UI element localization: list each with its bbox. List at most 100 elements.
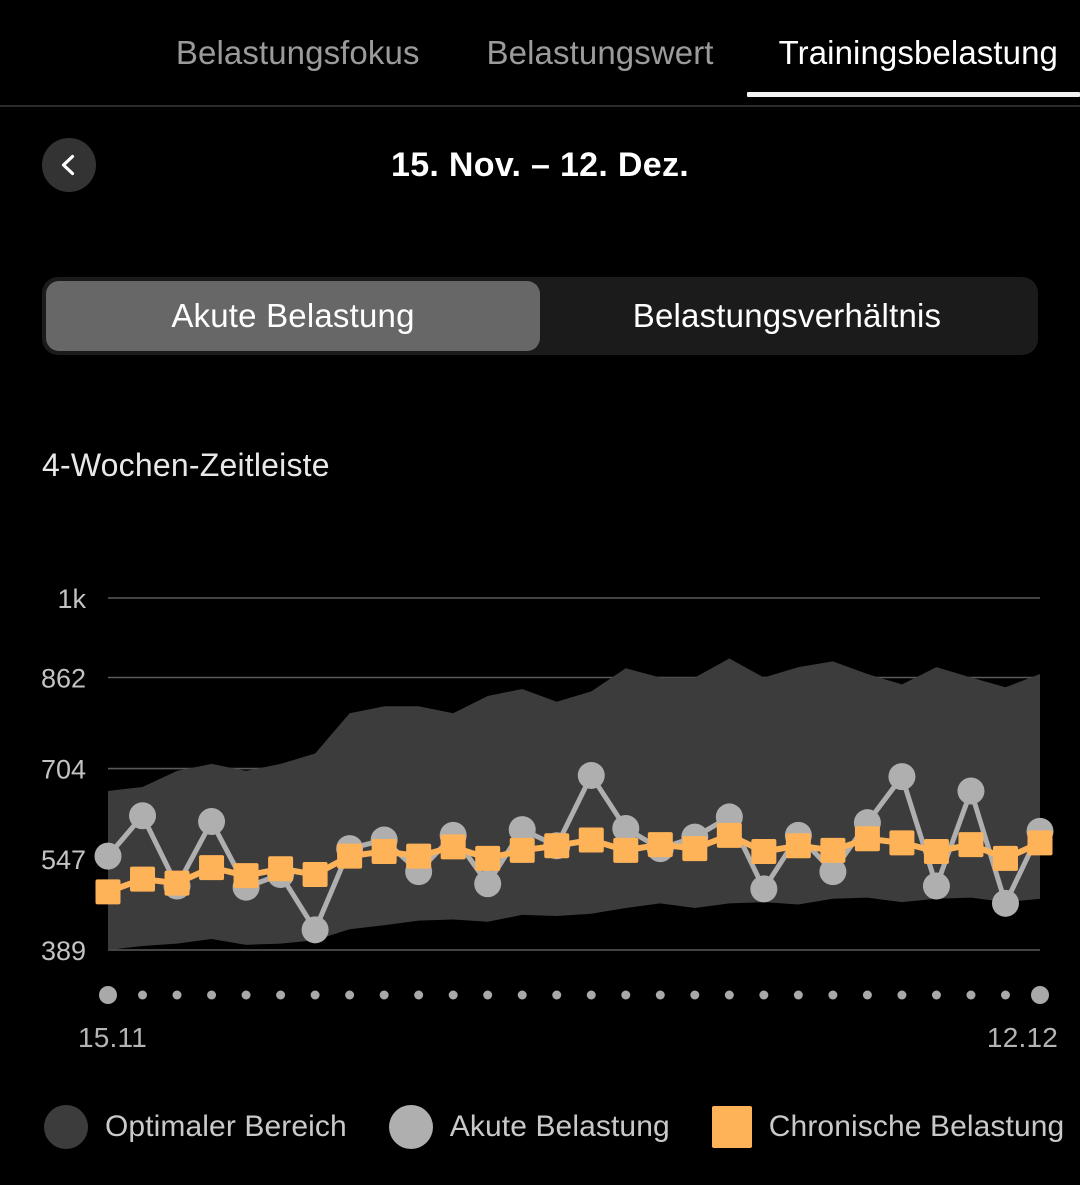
chronic-load-point	[475, 845, 501, 871]
y-axis-tick-label: 389	[41, 936, 86, 966]
chronic-load-point	[854, 826, 880, 852]
acute-load-point	[991, 889, 1019, 917]
x-axis-endpoint-dot	[1031, 986, 1049, 1004]
chronic-load-point	[716, 822, 742, 848]
chronic-load-point	[164, 870, 190, 896]
chronic-load-point	[785, 833, 811, 859]
training-load-chart: 389 547 704 862 1k	[0, 560, 1080, 980]
acute-load-line	[105, 772, 1043, 933]
chronic-load-point	[647, 832, 673, 858]
acute-load-point	[957, 777, 985, 805]
chronic-load-point	[406, 843, 432, 869]
date-range-title: 15. Nov. – 12. Dez.	[0, 120, 1080, 210]
x-axis-dot	[138, 990, 148, 1000]
back-button[interactable]	[42, 138, 96, 192]
chronic-load-point	[95, 879, 121, 905]
x-axis-dot	[517, 990, 527, 1000]
chronic-load-point	[302, 862, 328, 888]
legend-label: Akute Belastung	[449, 1110, 670, 1143]
section-title: 4-Wochen-Zeitleiste	[42, 447, 330, 483]
chronic-load-point	[578, 827, 604, 853]
x-axis-dot	[621, 990, 631, 1000]
chronic-load-point	[233, 863, 259, 889]
x-axis-dot	[793, 990, 803, 1000]
acute-load-point	[577, 761, 605, 789]
y-axis-tick-label: 1k	[57, 584, 86, 614]
tab-label: Belastungswert	[486, 33, 714, 71]
segment-label: Belastungsverhältnis	[632, 297, 942, 334]
x-axis-dot	[1000, 990, 1010, 1000]
date-range-text: 15. Nov. – 12. Dez.	[391, 145, 689, 184]
x-axis-dot	[379, 990, 389, 1000]
acute-load-point	[508, 816, 536, 844]
x-axis-dot	[310, 990, 320, 1000]
chronic-load-point	[992, 845, 1018, 871]
chronic-load-point	[958, 832, 984, 858]
acute-load-point	[94, 842, 122, 870]
acute-load-point	[474, 870, 502, 898]
chronic-load-point	[923, 838, 949, 864]
x-axis-dot	[586, 990, 596, 1000]
x-axis-start-label: 15.11	[78, 1022, 147, 1053]
legend-item-akute-belastung: Akute Belastung	[388, 1105, 670, 1149]
x-axis-dot	[414, 990, 424, 1000]
chronic-load-point	[544, 833, 570, 859]
x-axis-endpoint-dot	[99, 986, 117, 1004]
legend-item-optimaler-bereich: Optimaler Bereich	[44, 1105, 347, 1149]
x-axis-dot	[276, 990, 286, 1000]
chevron-left-icon	[56, 152, 82, 178]
chart-legend: Optimaler Bereich Akute Belastung Chroni…	[0, 1095, 1080, 1159]
segment-akute-belastung[interactable]: Akute Belastung	[46, 281, 540, 351]
chronic-load-point	[337, 843, 363, 869]
y-axis-tick-label: 862	[41, 664, 86, 694]
chronic-load-point	[889, 830, 915, 856]
x-axis-dot	[690, 990, 700, 1000]
chronic-load-point	[371, 838, 397, 864]
acute-load-point	[922, 872, 950, 900]
y-axis-tick-label: 704	[41, 755, 86, 785]
chronic-load-point	[613, 837, 639, 863]
acute-load-point	[129, 802, 157, 830]
x-axis-dot	[966, 990, 976, 1000]
chronic-load-point	[509, 837, 535, 863]
chronic-load-line	[105, 832, 1043, 895]
header-row: 15. Nov. – 12. Dez.	[0, 120, 1080, 210]
acute-load-point	[301, 916, 329, 944]
chronic-load-point	[268, 856, 294, 882]
optimal-range-band	[108, 658, 1040, 950]
x-axis-dot	[552, 990, 562, 1000]
segment-belastungsverhaeltnis[interactable]: Belastungsverhältnis	[540, 281, 1034, 351]
segmented-control: Akute Belastung Belastungsverhältnis	[42, 277, 1038, 355]
tab-trainingsbelastung[interactable]: Trainingsbelastung	[746, 0, 1080, 105]
tab-belastungswert[interactable]: Belastungswert	[487, 0, 714, 105]
legend-swatch-square-icon	[711, 1106, 752, 1148]
chronic-load-point	[820, 837, 846, 863]
x-axis-dot	[345, 990, 355, 1000]
chronic-load-point	[440, 834, 466, 860]
x-axis-dot	[655, 990, 665, 1000]
tab-bar-divider	[0, 105, 1080, 107]
acute-load-point	[888, 763, 916, 791]
acute-load-point	[198, 808, 226, 836]
chronic-load-point	[682, 836, 708, 862]
x-axis-dot	[828, 990, 838, 1000]
x-axis-dot	[897, 990, 907, 1000]
x-axis-ticks	[0, 975, 1080, 1023]
y-axis-tick-label: 547	[41, 845, 86, 875]
x-axis-dot	[241, 990, 251, 1000]
chronic-load-point	[199, 855, 225, 881]
chronic-load-point	[1027, 830, 1053, 856]
tab-label: Belastungsfokus	[175, 33, 420, 71]
chart-canvas: 389 547 704 862 1k	[41, 584, 1054, 966]
acute-load-point	[819, 858, 847, 886]
x-axis-dot	[207, 990, 217, 1000]
x-axis-dot	[172, 990, 182, 1000]
x-axis-dot-row	[99, 986, 1049, 1004]
legend-swatch-circle-icon	[44, 1105, 88, 1149]
tab-belastungsfokus[interactable]: Belastungsfokus	[176, 0, 420, 105]
acute-load-point	[750, 875, 778, 903]
x-axis-dot	[483, 990, 493, 1000]
acute-load-point	[612, 814, 640, 842]
x-axis-dot	[448, 990, 458, 1000]
legend-item-chronische-belastung: Chronische Belastung	[711, 1106, 1065, 1148]
